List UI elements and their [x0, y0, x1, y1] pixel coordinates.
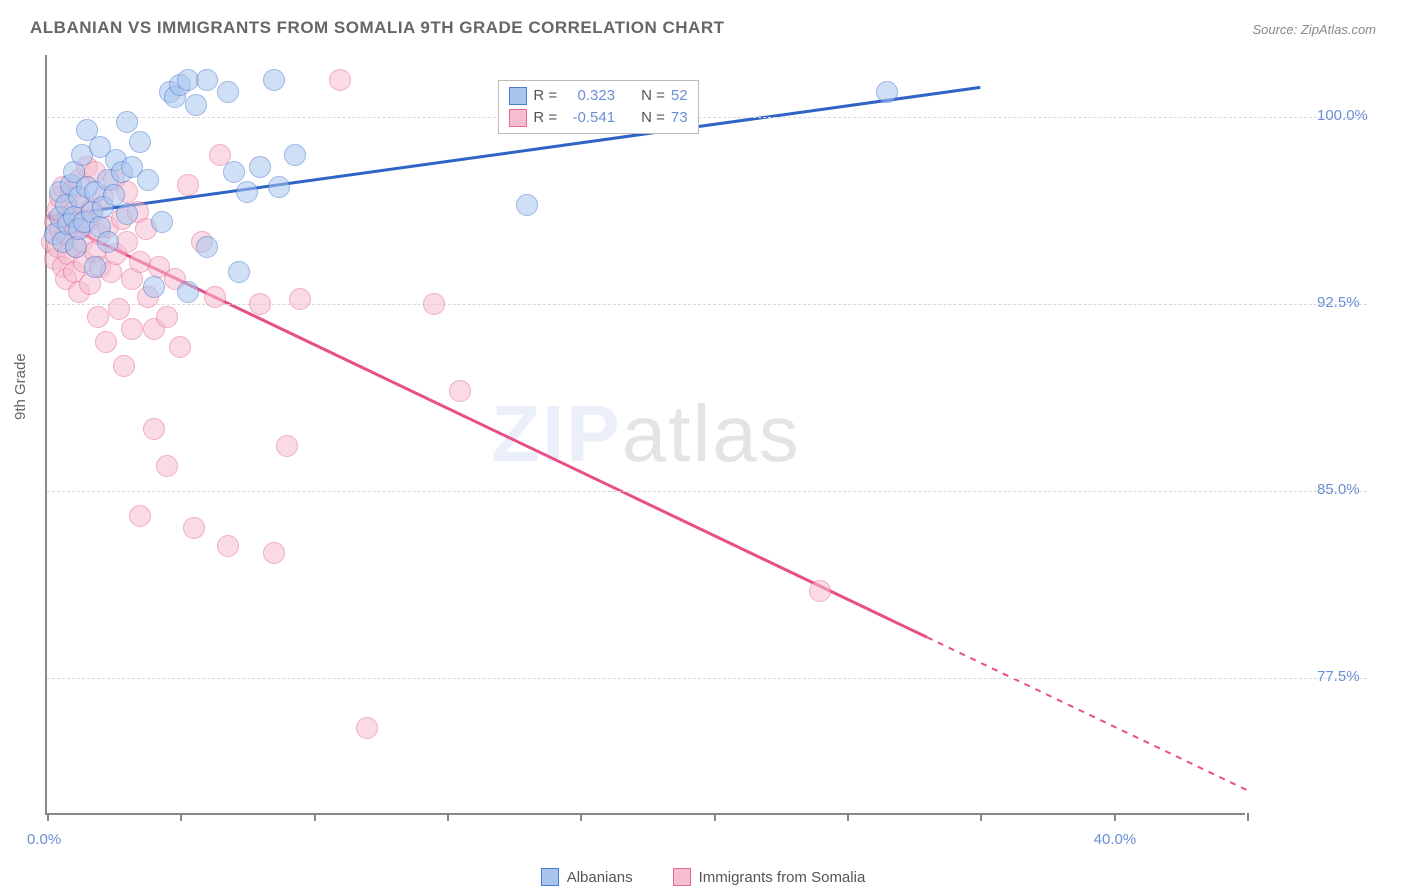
- data-point-albanians: [217, 81, 239, 103]
- data-point-somalia: [809, 580, 831, 602]
- watermark: ZIPatlas: [491, 388, 800, 480]
- data-point-albanians: [284, 144, 306, 166]
- data-point-albanians: [223, 161, 245, 183]
- legend-label-somalia: Immigrants from Somalia: [699, 869, 866, 886]
- x-tick: [580, 813, 582, 821]
- x-tick: [847, 813, 849, 821]
- data-point-somalia: [329, 69, 351, 91]
- data-point-albanians: [116, 203, 138, 225]
- data-point-somalia: [177, 174, 199, 196]
- gridline-h: [47, 304, 1367, 305]
- series-legend: Albanians Immigrants from Somalia: [0, 868, 1406, 886]
- data-point-albanians: [263, 69, 285, 91]
- data-point-somalia: [356, 717, 378, 739]
- data-point-albanians: [196, 69, 218, 91]
- gridline-h: [47, 678, 1367, 679]
- data-point-albanians: [185, 94, 207, 116]
- data-point-somalia: [249, 293, 271, 315]
- legend-r-value-somalia: -0.541: [563, 109, 615, 126]
- data-point-somalia: [87, 306, 109, 328]
- data-point-somalia: [263, 542, 285, 564]
- watermark-prefix: ZIP: [491, 389, 621, 478]
- data-point-somalia: [217, 535, 239, 557]
- data-point-albanians: [177, 281, 199, 303]
- data-point-somalia: [108, 298, 130, 320]
- legend-n-value-albanians: 52: [671, 87, 688, 104]
- data-point-somalia: [204, 286, 226, 308]
- watermark-suffix: atlas: [622, 389, 801, 478]
- x-tick-label: 40.0%: [1094, 831, 1137, 848]
- y-tick-label: 92.5%: [1317, 294, 1360, 311]
- data-point-somalia: [276, 435, 298, 457]
- correlation-legend: R = 0.323 N = 52 R = -0.541 N = 73: [498, 80, 698, 134]
- data-point-albanians: [268, 176, 290, 198]
- x-tick: [180, 813, 182, 821]
- legend-n-value-somalia: 73: [671, 109, 688, 126]
- plot-area: ZIPatlas 77.5%85.0%92.5%100.0%: [45, 55, 1245, 815]
- data-point-somalia: [156, 455, 178, 477]
- legend-item-albanians: Albanians: [541, 868, 633, 886]
- data-point-somalia: [121, 318, 143, 340]
- legend-swatch-albanians: [541, 868, 559, 886]
- x-tick: [1114, 813, 1116, 821]
- x-tick: [1247, 813, 1249, 821]
- data-point-somalia: [113, 355, 135, 377]
- data-point-albanians: [84, 256, 106, 278]
- data-point-albanians: [876, 81, 898, 103]
- y-axis-label: 9th Grade: [12, 353, 29, 420]
- chart-container: ALBANIAN VS IMMIGRANTS FROM SOMALIA 9TH …: [0, 0, 1406, 892]
- data-point-albanians: [196, 236, 218, 258]
- legend-swatch-albanians: [509, 87, 527, 105]
- data-point-albanians: [137, 169, 159, 191]
- data-point-somalia: [289, 288, 311, 310]
- data-point-somalia: [423, 293, 445, 315]
- data-point-somalia: [183, 517, 205, 539]
- data-point-somalia: [169, 336, 191, 358]
- legend-r-label: R =: [533, 109, 557, 126]
- x-tick: [47, 813, 49, 821]
- gridline-h: [47, 117, 1367, 118]
- legend-r-label: R =: [533, 87, 557, 104]
- legend-swatch-somalia: [673, 868, 691, 886]
- trend-line-somalia-dashed: [927, 637, 1247, 790]
- legend-label-albanians: Albanians: [567, 869, 633, 886]
- x-tick: [314, 813, 316, 821]
- x-tick: [447, 813, 449, 821]
- data-point-albanians: [151, 211, 173, 233]
- chart-title: ALBANIAN VS IMMIGRANTS FROM SOMALIA 9TH …: [30, 18, 724, 38]
- data-point-albanians: [236, 181, 258, 203]
- data-point-somalia: [95, 331, 117, 353]
- data-point-somalia: [143, 418, 165, 440]
- data-point-somalia: [129, 505, 151, 527]
- data-point-albanians: [129, 131, 151, 153]
- legend-row-somalia: R = -0.541 N = 73: [509, 107, 687, 129]
- legend-row-albanians: R = 0.323 N = 52: [509, 85, 687, 107]
- legend-item-somalia: Immigrants from Somalia: [673, 868, 866, 886]
- legend-n-label: N =: [641, 109, 665, 126]
- data-point-albanians: [516, 194, 538, 216]
- x-tick-label: 0.0%: [27, 831, 61, 848]
- y-tick-label: 85.0%: [1317, 481, 1360, 498]
- legend-swatch-somalia: [509, 109, 527, 127]
- data-point-albanians: [228, 261, 250, 283]
- x-tick: [980, 813, 982, 821]
- data-point-somalia: [449, 380, 471, 402]
- data-point-albanians: [116, 111, 138, 133]
- legend-n-label: N =: [641, 87, 665, 104]
- data-point-somalia: [156, 306, 178, 328]
- data-point-albanians: [143, 276, 165, 298]
- y-tick-label: 100.0%: [1317, 107, 1368, 124]
- legend-r-value-albanians: 0.323: [563, 87, 615, 104]
- data-point-albanians: [103, 184, 125, 206]
- x-tick: [714, 813, 716, 821]
- gridline-h: [47, 491, 1367, 492]
- data-point-albanians: [97, 231, 119, 253]
- data-point-albanians: [249, 156, 271, 178]
- source-attribution: Source: ZipAtlas.com: [1252, 22, 1376, 37]
- y-tick-label: 77.5%: [1317, 668, 1360, 685]
